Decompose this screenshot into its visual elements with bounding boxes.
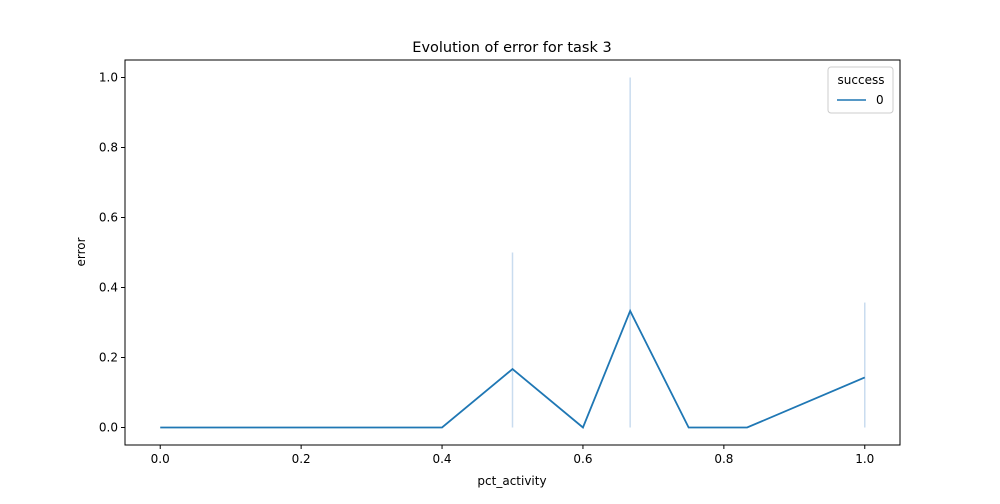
y-tick-label: 0.0 [99,421,118,435]
y-tick-label: 0.6 [99,211,118,225]
legend-title: success [838,73,885,87]
y-axis-label: error [74,237,88,266]
y-tick-label: 1.0 [99,71,118,85]
y-tick-label: 0.8 [99,141,118,155]
x-axis-label: pct_activity [477,474,546,488]
legend-entry-label: 0 [876,93,884,107]
x-tick-label: 0.8 [714,452,733,466]
x-tick-label: 0.0 [151,452,170,466]
chart-title: Evolution of error for task 3 [412,40,611,56]
x-tick-label: 1.0 [855,452,874,466]
x-tick-label: 0.6 [573,452,592,466]
x-tick-label: 0.4 [432,452,451,466]
y-tick-label: 0.2 [99,351,118,365]
y-tick-label: 0.4 [99,281,118,295]
x-tick-label: 0.2 [292,452,311,466]
legend: success 0 [828,67,893,113]
